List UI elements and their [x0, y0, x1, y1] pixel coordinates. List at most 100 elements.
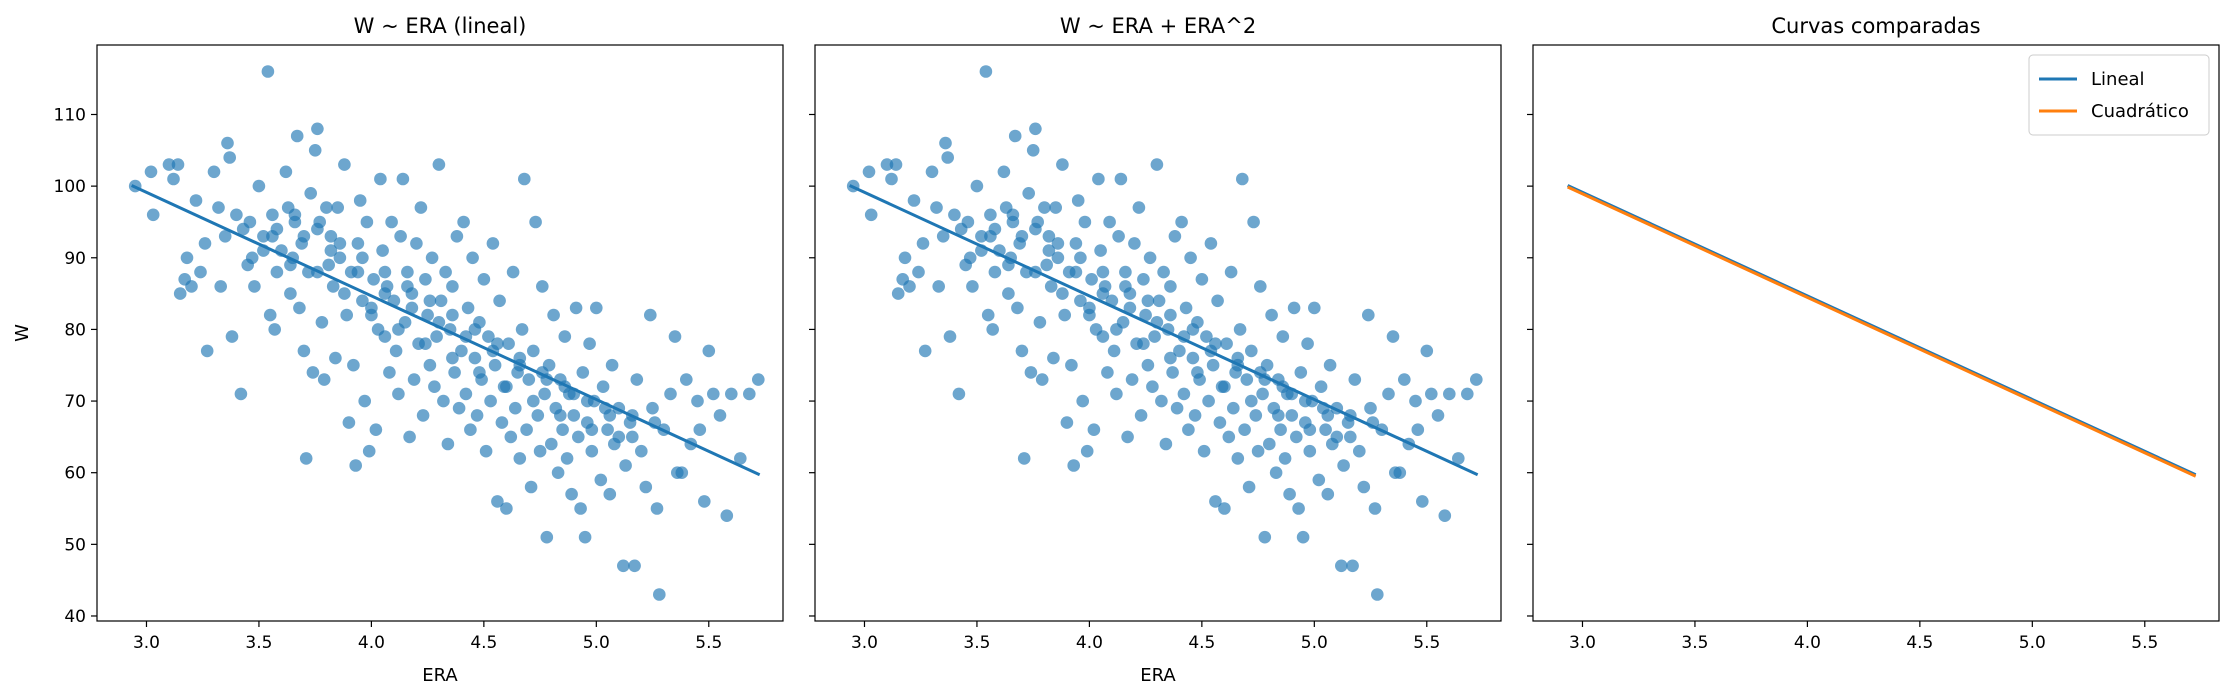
- scatter-point: [410, 237, 423, 250]
- scatter-point: [408, 373, 421, 386]
- scatter-point: [1153, 295, 1166, 308]
- scatter-point: [912, 266, 925, 279]
- scatter-point: [318, 373, 331, 386]
- scatter-point: [401, 266, 414, 279]
- scatter-point: [1056, 287, 1069, 300]
- scatter-point: [1245, 395, 1258, 408]
- scatter-point: [743, 388, 756, 401]
- scatter-point: [214, 280, 227, 293]
- scatter-point: [367, 273, 380, 286]
- scatter-point: [271, 223, 284, 236]
- scatter-point: [1443, 388, 1456, 401]
- scatter-point: [469, 352, 482, 365]
- scatter-point: [941, 151, 954, 164]
- scatter-point: [223, 151, 236, 164]
- scatter-point: [525, 481, 538, 494]
- scatter-point: [1389, 466, 1402, 479]
- scatter-point: [442, 438, 455, 451]
- scatter-point: [230, 209, 243, 222]
- scatter-point: [520, 423, 533, 436]
- scatter-point: [1025, 366, 1038, 379]
- scatter-point: [1304, 423, 1317, 436]
- y-tick-label: 60: [64, 464, 86, 484]
- scatter-point: [363, 445, 376, 458]
- scatter-point: [1470, 373, 1483, 386]
- scatter-point: [1308, 302, 1321, 315]
- scatter-point: [1043, 244, 1056, 257]
- scatter-point: [435, 295, 448, 308]
- scatter-point: [1148, 330, 1161, 343]
- scatter-point: [1353, 445, 1366, 458]
- scatter-point: [919, 345, 932, 358]
- scatter-point: [424, 295, 437, 308]
- scatter-point: [426, 251, 439, 264]
- scatter-point: [932, 280, 945, 293]
- legend-label: Cuadrático: [2091, 101, 2189, 122]
- scatter-point: [419, 273, 432, 286]
- x-tick-label: 4.5: [1906, 633, 1933, 653]
- scatter-point: [235, 388, 248, 401]
- scatter-point: [262, 65, 275, 78]
- scatter-point: [1101, 366, 1114, 379]
- scatter-point: [1083, 309, 1096, 322]
- scatter-point: [1171, 402, 1184, 415]
- scatter-point: [565, 488, 578, 501]
- scatter-point: [1112, 230, 1125, 243]
- scatter-point: [446, 352, 459, 365]
- scatter-point: [340, 309, 353, 322]
- scatter-point: [646, 402, 659, 415]
- scatter-point: [253, 180, 266, 193]
- scatter-point: [523, 373, 536, 386]
- scatter-point: [1142, 295, 1155, 308]
- scatter-point: [538, 388, 551, 401]
- scatter-point: [1331, 431, 1344, 444]
- scatter-point: [586, 423, 599, 436]
- scatter-point: [1018, 452, 1031, 465]
- scatter-point: [953, 388, 966, 401]
- scatter-point: [194, 266, 207, 279]
- scatter-point: [289, 209, 302, 222]
- scatter-point: [651, 502, 664, 515]
- scatter-point: [1175, 216, 1188, 229]
- scatter-point: [451, 230, 464, 243]
- scatter-point: [1097, 330, 1110, 343]
- scatter-point: [1322, 488, 1335, 501]
- scatter-point: [264, 309, 277, 322]
- scatter-point: [352, 266, 365, 279]
- x-tick-label: 5.0: [2019, 633, 2046, 653]
- scatter-point: [527, 345, 540, 358]
- scatter-point: [365, 309, 378, 322]
- scatter-point: [865, 209, 878, 222]
- scatter-point: [635, 445, 648, 458]
- scatter-point: [863, 166, 876, 179]
- scatter-point: [1182, 423, 1195, 436]
- scatter-point: [199, 237, 212, 250]
- scatter-point: [489, 359, 502, 372]
- scatter-point: [1178, 388, 1191, 401]
- scatter-point: [293, 302, 306, 315]
- scatter-point: [568, 409, 581, 422]
- scatter-point: [570, 302, 583, 315]
- scatter-point: [1247, 216, 1260, 229]
- scatter-point: [613, 431, 626, 444]
- scatter-point: [1432, 409, 1445, 422]
- scatter-point: [590, 302, 603, 315]
- scatter-point: [899, 251, 912, 264]
- scatter-point: [446, 309, 459, 322]
- scatter-point: [246, 251, 259, 264]
- x-tick-label: 4.5: [470, 633, 497, 653]
- scatter-point: [595, 474, 608, 487]
- scatter-point: [1081, 445, 1094, 458]
- x-tick-label: 3.5: [245, 633, 272, 653]
- scatter-point: [1232, 452, 1245, 465]
- scatter-point: [1070, 237, 1083, 250]
- chart-title: Curvas comparadas: [1771, 14, 1980, 38]
- scatter-point: [349, 459, 362, 472]
- scatter-point: [1295, 366, 1308, 379]
- scatter-point: [379, 266, 392, 279]
- y-tick-label: 80: [64, 320, 86, 340]
- scatter-point: [478, 273, 491, 286]
- scatter-point: [417, 409, 430, 422]
- scatter-point: [212, 201, 225, 214]
- y-tick-label: 90: [64, 249, 86, 269]
